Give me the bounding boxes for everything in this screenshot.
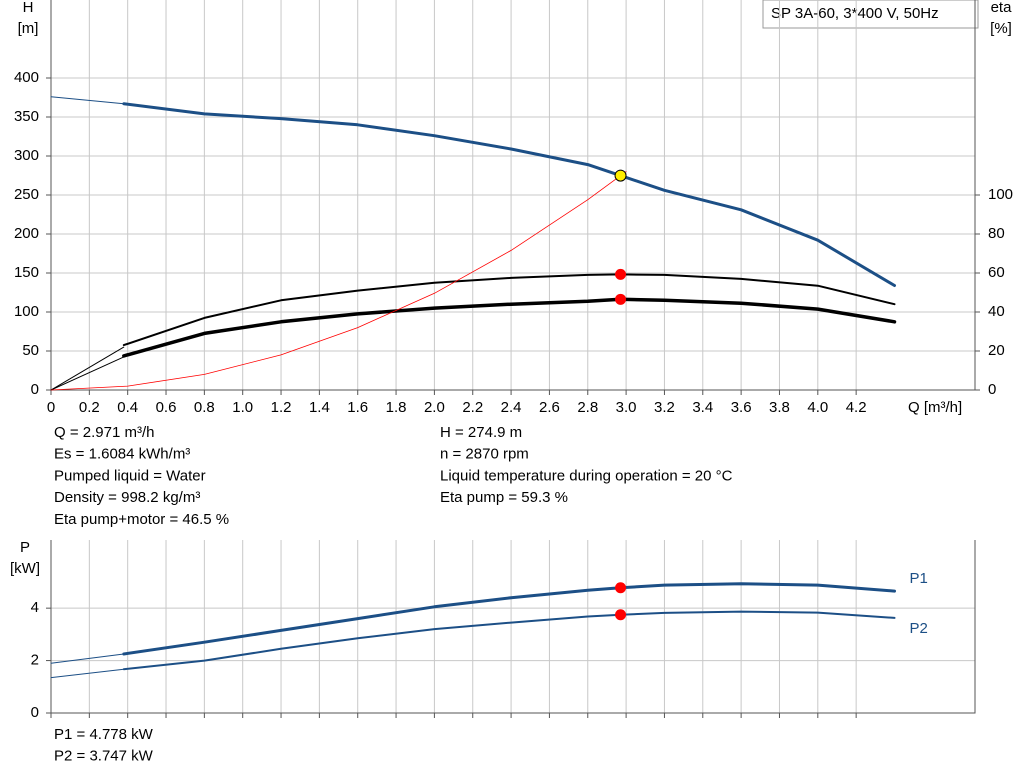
info-text: Liquid temperature during operation = 20… (440, 467, 733, 484)
info-text: n = 2870 rpm (440, 446, 529, 463)
curve (50, 668, 125, 679)
operating-point (614, 169, 627, 182)
x-tick-label: 0.6 (156, 399, 177, 416)
x-tick-label: 3.2 (654, 399, 675, 416)
x-tick-label: 1.0 (232, 399, 253, 416)
x-tick-label: 1.6 (347, 399, 368, 416)
x-tick-label: 3.6 (731, 399, 752, 416)
curve (50, 346, 125, 391)
y-tick-label: 100 (14, 303, 39, 320)
y-tick-label: 350 (14, 108, 39, 125)
x-tick-label: 3.4 (692, 399, 713, 416)
y2-tick-label: 60 (988, 264, 1005, 281)
y-tick-label: 0 (31, 704, 39, 721)
curve (50, 653, 125, 664)
x-tick-label: 4.0 (807, 399, 828, 416)
x-tick-label: 0.4 (117, 399, 138, 416)
axis-frame (50, 0, 976, 391)
curve (122, 297, 897, 358)
curve (50, 171, 627, 391)
title-box (762, 0, 979, 29)
x-tick-label: 4.2 (846, 399, 867, 416)
x-tick-label: 2.0 (424, 399, 445, 416)
x-tick-label: 1.4 (309, 399, 330, 416)
y-axis-label: P (20, 539, 30, 556)
info-text: Es = 1.6084 kWh/m³ (54, 446, 190, 463)
x-tick-label: 3.0 (616, 399, 637, 416)
y-tick-label: 250 (14, 186, 39, 203)
x-tick-label: 1.2 (271, 399, 292, 416)
operating-point (615, 582, 627, 594)
y2-tick-label: 0 (988, 381, 996, 398)
y2-axis-unit: [%] (990, 20, 1012, 37)
curve (122, 610, 896, 671)
x-tick-label: 2.4 (501, 399, 522, 416)
y-tick-label: 150 (14, 264, 39, 281)
y2-tick-label: 40 (988, 303, 1005, 320)
curve (50, 96, 125, 105)
y-axis-unit: [m] (18, 20, 39, 37)
info-text: Q = 2.971 m³/h (54, 424, 154, 441)
y-tick-label: 4 (31, 599, 39, 616)
series-label: P2 (909, 620, 927, 637)
y-axis-label: H (23, 0, 34, 16)
x-tick-label: 0 (47, 399, 55, 416)
curve (122, 582, 896, 656)
info-text: Eta pump+motor = 46.5 % (54, 511, 229, 528)
x-tick-label: 1.8 (386, 399, 407, 416)
y-tick-label: 400 (14, 69, 39, 86)
operating-point (615, 293, 627, 305)
series-label: P1 (909, 570, 927, 587)
y-axis-unit: [kW] (10, 560, 40, 577)
operating-point (615, 268, 627, 280)
y2-tick-label: 20 (988, 342, 1005, 359)
x-tick-label: 0.8 (194, 399, 215, 416)
curve (50, 356, 125, 391)
y2-tick-label: 100 (988, 186, 1013, 203)
operating-point (615, 609, 627, 621)
x-tick-label: 2.8 (577, 399, 598, 416)
x-tick-label: 2.6 (539, 399, 560, 416)
info-text: P1 = 4.778 kW (54, 726, 154, 743)
info-text: Density = 998.2 kg/m³ (54, 489, 200, 506)
x-tick-label: 0.2 (79, 399, 100, 416)
x-tick-label: 2.2 (462, 399, 483, 416)
y2-axis-label: eta (991, 0, 1013, 16)
curve (122, 273, 896, 347)
info-text: Pumped liquid = Water (54, 467, 206, 484)
chart-title: SP 3A-60, 3*400 V, 50Hz (771, 5, 939, 22)
y-tick-label: 2 (31, 652, 39, 669)
y-tick-label: 200 (14, 225, 39, 242)
y-tick-label: 50 (22, 342, 39, 359)
y-tick-label: 0 (31, 381, 39, 398)
x-axis-label: Q [m³/h] (908, 399, 962, 416)
y2-tick-label: 80 (988, 225, 1005, 242)
y-tick-label: 300 (14, 147, 39, 164)
info-text: Eta pump = 59.3 % (440, 489, 568, 506)
x-tick-label: 3.8 (769, 399, 790, 416)
curve (122, 102, 896, 287)
info-text: P2 = 3.747 kW (54, 748, 154, 765)
axis-frame (50, 540, 976, 714)
info-text: H = 274.9 m (440, 424, 522, 441)
